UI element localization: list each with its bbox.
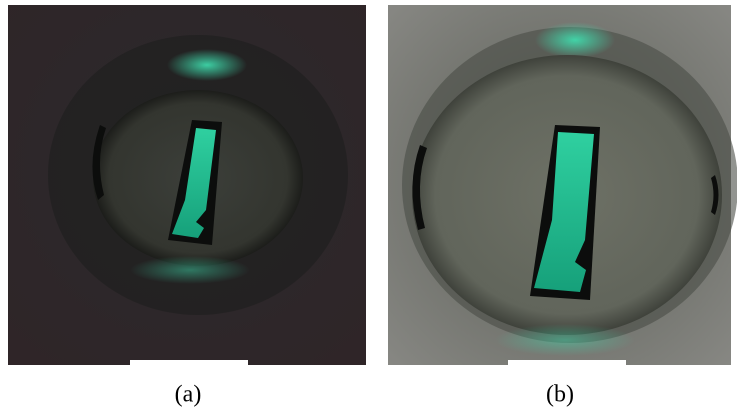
panel-b [388, 5, 737, 365]
glow [167, 49, 247, 81]
figure: (a) (b) [0, 0, 737, 412]
glow [130, 256, 250, 284]
caption: (b) [546, 382, 574, 408]
mark [508, 360, 626, 365]
caption: (a) [175, 382, 202, 408]
panel-a [8, 5, 366, 365]
mark [130, 360, 248, 365]
glow [495, 324, 635, 356]
glow [535, 22, 615, 58]
